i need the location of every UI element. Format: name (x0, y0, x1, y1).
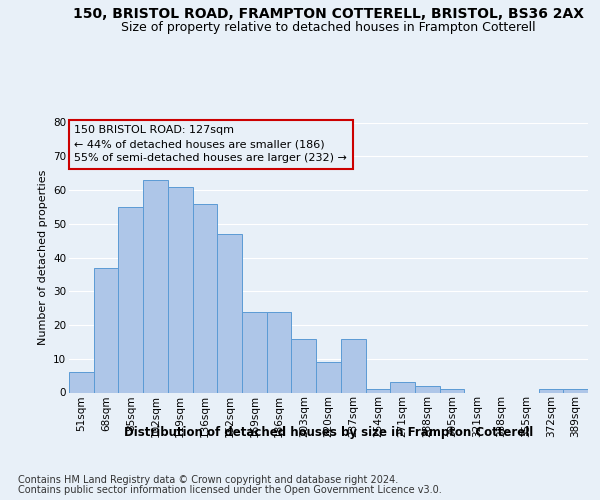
Bar (118, 207, 143, 392)
Text: Contains public sector information licensed under the Open Government Licence v3: Contains public sector information licen… (18, 485, 442, 495)
Bar (563, 389, 588, 392)
Bar (168, 186, 193, 392)
Text: 150 BRISTOL ROAD: 127sqm
← 44% of detached houses are smaller (186)
55% of semi-: 150 BRISTOL ROAD: 127sqm ← 44% of detach… (74, 125, 347, 163)
Bar (267, 312, 292, 392)
Bar (539, 389, 563, 392)
Bar (217, 234, 242, 392)
Bar (94, 268, 118, 392)
Bar (365, 389, 390, 392)
Text: Size of property relative to detached houses in Frampton Cotterell: Size of property relative to detached ho… (121, 21, 536, 34)
Bar (292, 338, 316, 392)
Bar (242, 312, 267, 392)
Text: Contains HM Land Registry data © Crown copyright and database right 2024.: Contains HM Land Registry data © Crown c… (18, 475, 398, 485)
Bar (69, 372, 94, 392)
Bar (341, 338, 365, 392)
Bar (143, 180, 168, 392)
Y-axis label: Number of detached properties: Number of detached properties (38, 170, 47, 345)
Bar (390, 382, 415, 392)
Bar (440, 389, 464, 392)
Bar (415, 386, 440, 392)
Bar (193, 204, 217, 392)
Text: Distribution of detached houses by size in Frampton Cotterell: Distribution of detached houses by size … (124, 426, 533, 439)
Bar (316, 362, 341, 392)
Text: 150, BRISTOL ROAD, FRAMPTON COTTERELL, BRISTOL, BS36 2AX: 150, BRISTOL ROAD, FRAMPTON COTTERELL, B… (73, 8, 584, 22)
